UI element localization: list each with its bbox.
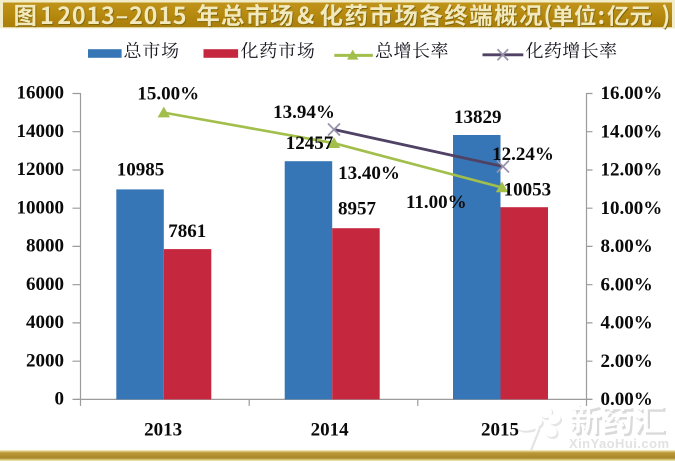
svg-text:2013: 2013 <box>144 420 182 441</box>
svg-text:2000: 2000 <box>26 350 64 371</box>
svg-text:XinYaoHui.com: XinYaoHui.com <box>569 436 669 451</box>
svg-text:16.00%: 16.00% <box>601 83 663 104</box>
svg-text:16000: 16000 <box>17 83 65 104</box>
svg-text:13.40%: 13.40% <box>338 163 400 184</box>
svg-text:2015: 2015 <box>481 420 519 441</box>
svg-text:4000: 4000 <box>26 312 64 333</box>
svg-text:12000: 12000 <box>17 159 65 180</box>
svg-text:6.00%: 6.00% <box>601 274 653 295</box>
svg-text:6000: 6000 <box>26 274 64 295</box>
svg-text:7861: 7861 <box>168 221 206 242</box>
svg-text:10985: 10985 <box>117 160 165 181</box>
svg-text:13.94%: 13.94% <box>273 102 335 123</box>
svg-text:8.00%: 8.00% <box>601 236 653 257</box>
svg-text:15.00%: 15.00% <box>137 84 199 105</box>
svg-text:14.00%: 14.00% <box>601 121 663 142</box>
svg-text:4.00%: 4.00% <box>601 313 653 334</box>
svg-text:14000: 14000 <box>17 121 65 142</box>
svg-text:2.00%: 2.00% <box>601 351 653 372</box>
svg-text:8957: 8957 <box>338 198 377 219</box>
svg-text:13829: 13829 <box>454 107 502 128</box>
svg-text:12.24%: 12.24% <box>492 144 554 165</box>
svg-text:11.00%: 11.00% <box>406 192 467 213</box>
svg-text:10053: 10053 <box>504 180 552 201</box>
svg-text:10.00%: 10.00% <box>601 198 663 219</box>
svg-text:8000: 8000 <box>26 236 64 257</box>
svg-text:12457: 12457 <box>286 133 334 154</box>
svg-text:12.00%: 12.00% <box>601 160 663 181</box>
svg-text:0: 0 <box>55 389 65 410</box>
svg-text:0.00%: 0.00% <box>601 389 653 410</box>
svg-text:2014: 2014 <box>311 420 350 441</box>
svg-text:10000: 10000 <box>17 197 65 218</box>
